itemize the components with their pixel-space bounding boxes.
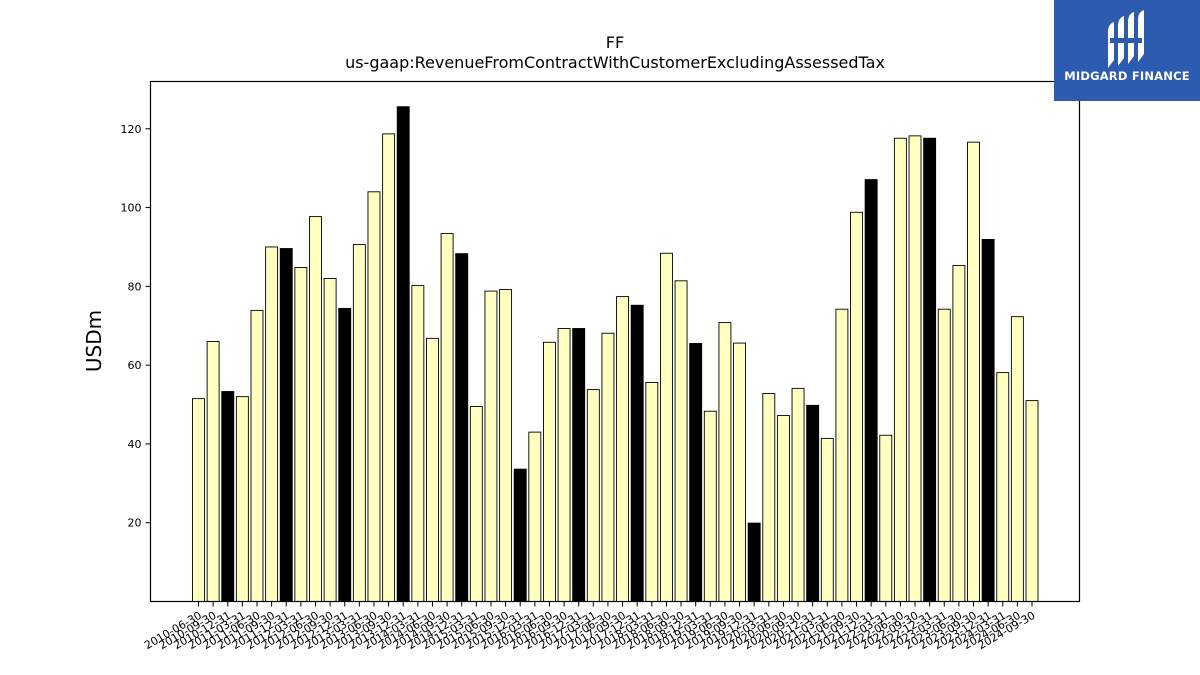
bar-2022-06-30 — [893, 137, 907, 602]
bar-2023-03-31 — [937, 308, 951, 602]
y-axis: 20 40 60 80 100 120 — [121, 123, 151, 530]
bar-2023-12-31 — [981, 239, 995, 602]
y-axis-label: USDm — [82, 310, 106, 372]
bar-2018-09-30 — [674, 280, 688, 602]
bar-2012-06-30 — [309, 216, 322, 602]
bar-2017-12-31 — [630, 304, 644, 602]
bar-2019-12-31 — [747, 522, 761, 602]
bar-2022-12-31 — [923, 137, 937, 602]
midgard-finance-logo: MIDGARD FINANCE — [1054, 0, 1200, 101]
y-tick-label: 120 — [121, 123, 142, 136]
bar-2018-12-31 — [689, 343, 703, 602]
bar-2020-09-30 — [791, 387, 805, 602]
bar-2015-09-30 — [499, 289, 513, 602]
bar-2021-06-30 — [835, 308, 849, 602]
bar-2015-12-31 — [513, 468, 527, 602]
x-axis: 2010-06-302010-09-302010-12-312011-03-31… — [142, 601, 1038, 652]
bar-2012-09-30 — [323, 278, 337, 602]
bar-2017-09-30 — [616, 296, 630, 602]
bar-2014-06-30 — [426, 337, 439, 602]
bar-2020-03-31 — [762, 393, 776, 602]
bar-2016-03-31 — [528, 431, 542, 602]
bar-2012-03-31 — [294, 266, 308, 602]
bar-2011-03-31 — [235, 396, 249, 602]
bar-2019-03-31 — [703, 410, 717, 602]
bar-2013-12-31 — [396, 106, 410, 602]
bar-2010-09-30 — [206, 341, 220, 602]
bar-2019-09-30 — [733, 342, 746, 602]
bar-2020-12-31 — [806, 404, 820, 602]
bar-2015-06-30 — [484, 290, 498, 602]
y-tick-label: 20 — [128, 517, 142, 530]
bar-2023-09-30 — [967, 141, 980, 602]
bar-2016-12-31 — [572, 328, 586, 602]
y-tick-label: 80 — [128, 280, 142, 293]
bar-2019-06-30 — [718, 322, 732, 602]
bar-2010-06-30 — [192, 398, 205, 602]
bar-2014-03-31 — [411, 285, 425, 602]
bar-2024-09-30 — [1025, 400, 1039, 602]
bar-2021-12-31 — [864, 179, 878, 602]
bar-2024-06-30 — [1010, 316, 1024, 602]
chart-title: FF — [606, 33, 624, 52]
bar-2017-03-31 — [586, 389, 600, 602]
logo-wordmark: MIDGARD FINANCE — [1064, 69, 1190, 83]
bar-2011-12-31 — [279, 248, 293, 602]
bars-group — [192, 106, 1039, 602]
bar-2020-06-30 — [776, 415, 790, 602]
bar-2013-03-31 — [352, 244, 366, 602]
logo-mark-icon — [1108, 10, 1144, 68]
bar-2023-06-30 — [952, 265, 966, 602]
bar-2021-09-30 — [850, 211, 863, 602]
bar-2016-06-30 — [543, 341, 556, 602]
bar-2014-09-30 — [440, 233, 454, 602]
bar-2014-12-31 — [455, 253, 469, 602]
bar-2018-03-31 — [645, 382, 659, 602]
bar-2016-09-30 — [557, 328, 571, 602]
y-tick-label: 40 — [128, 438, 142, 451]
bar-2022-09-30 — [908, 135, 922, 602]
bar-2018-06-30 — [659, 252, 673, 602]
y-tick-label: 60 — [128, 359, 142, 372]
bar-2017-06-30 — [601, 332, 615, 602]
bar-2011-06-30 — [250, 309, 264, 602]
bar-2024-03-31 — [996, 372, 1010, 602]
bar-2021-03-31 — [820, 437, 834, 602]
y-tick-label: 100 — [121, 202, 142, 215]
bar-2013-09-30 — [382, 133, 396, 602]
bar-2012-12-31 — [338, 307, 352, 602]
bar-2013-06-30 — [367, 191, 381, 602]
bar-2022-03-31 — [879, 434, 893, 602]
bar-2010-12-31 — [221, 391, 235, 602]
plot-frame — [149, 80, 1081, 603]
bar-2015-03-31 — [469, 406, 483, 602]
chart-subtitle: us-gaap:RevenueFromContractWithCustomerE… — [345, 53, 885, 72]
bar-2011-09-30 — [265, 246, 279, 602]
